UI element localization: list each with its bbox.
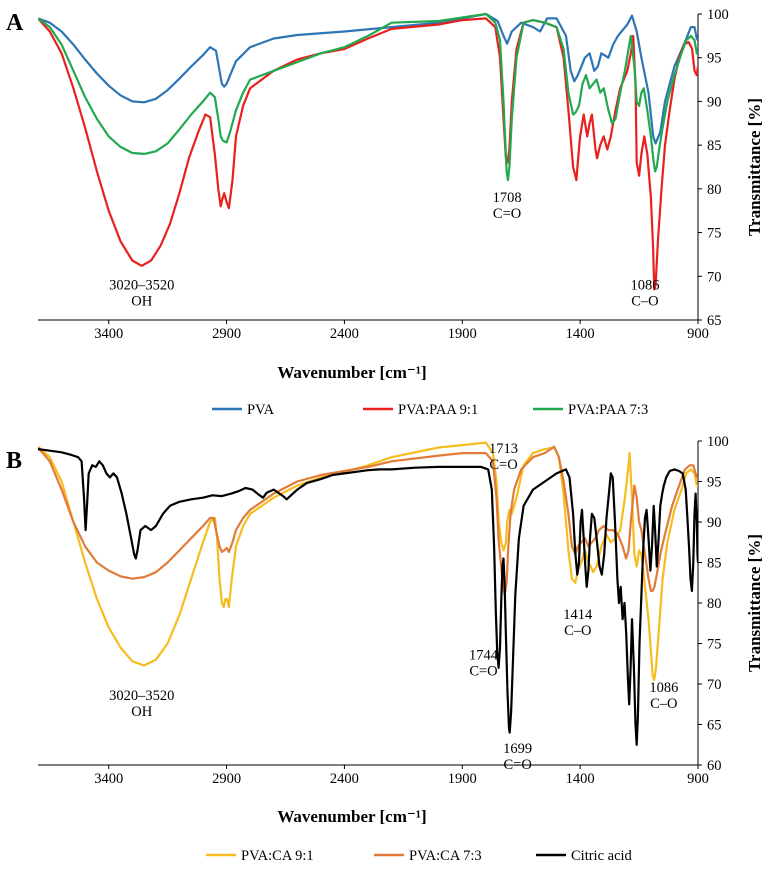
x-tick-label: 2400 bbox=[330, 326, 359, 342]
y-tick-label: 70 bbox=[707, 677, 722, 693]
y-tick-label: 80 bbox=[707, 596, 722, 612]
annotation-wavenumber: 1708 bbox=[493, 190, 522, 206]
panel-letter: A bbox=[6, 10, 24, 36]
series-line-pva bbox=[38, 12, 698, 145]
y-tick-label: 85 bbox=[707, 556, 722, 572]
legend-label: PVA:PAA 9:1 bbox=[398, 402, 478, 418]
annotations: 3020–3520OH1713C=O1414C–O1744C=O1699C=O1… bbox=[109, 441, 678, 773]
y-tick-label: 90 bbox=[707, 515, 722, 531]
annotation-bond: C=O bbox=[469, 664, 497, 680]
x-tick-label: 1400 bbox=[566, 326, 595, 342]
annotation-bond: C=O bbox=[489, 457, 517, 473]
annotation-wavenumber: 3020–3520 bbox=[109, 688, 174, 704]
y-tick-label: 90 bbox=[707, 94, 722, 110]
annotation-wavenumber: 1414 bbox=[563, 607, 593, 623]
y-tick-label: 80 bbox=[707, 182, 722, 198]
y-tick-label: 65 bbox=[707, 313, 722, 329]
legend-label: PVA:PAA 7:3 bbox=[568, 402, 648, 418]
annotation-wavenumber: 3020–3520 bbox=[109, 277, 174, 293]
x-tick-label: 900 bbox=[687, 326, 709, 342]
panel-letter: B bbox=[6, 448, 22, 474]
x-tick-label: 1900 bbox=[448, 326, 477, 342]
y-tick-label: 75 bbox=[707, 637, 722, 653]
x-tick-label: 2900 bbox=[212, 326, 241, 342]
series-line-pva-ca-7-3 bbox=[38, 445, 698, 596]
y-tick-label: 60 bbox=[707, 758, 722, 774]
annotation-wavenumber: 1086 bbox=[649, 680, 678, 696]
y-tick-label: 95 bbox=[707, 51, 722, 67]
y-tick-label: 85 bbox=[707, 138, 722, 154]
annotation-wavenumber: 1744 bbox=[469, 648, 499, 664]
x-axis-title: Wavenumber [cm⁻¹] bbox=[277, 807, 426, 826]
y-tick-label: 65 bbox=[707, 718, 722, 734]
legend-label: PVA:CA 9:1 bbox=[241, 848, 314, 864]
x-tick-label: 2900 bbox=[212, 771, 241, 787]
legend-label: PVA bbox=[247, 402, 275, 418]
annotation-wavenumber: 1699 bbox=[503, 741, 532, 757]
legend: PVA PVA:PAA 9:1 PVA:PAA 7:3 bbox=[212, 402, 648, 418]
series-lines bbox=[38, 12, 698, 291]
y-axis-title: Transmittance [%] bbox=[745, 98, 764, 236]
x-tick-label: 1900 bbox=[448, 771, 477, 787]
series-line-pva-paa-7-3 bbox=[38, 12, 698, 182]
y-tick-label: 70 bbox=[707, 269, 722, 285]
legend-label: PVA:CA 7:3 bbox=[409, 848, 482, 864]
annotation-bond: C–O bbox=[564, 623, 591, 639]
y-tick-label: 95 bbox=[707, 475, 722, 491]
y-axis-title: Transmittance [%] bbox=[745, 534, 764, 672]
y-tick-label: 75 bbox=[707, 226, 722, 242]
series-line-citric-acid bbox=[38, 448, 698, 746]
x-tick-label: 2400 bbox=[330, 771, 359, 787]
legend: PVA:CA 9:1 PVA:CA 7:3 Citric acid bbox=[206, 848, 633, 864]
y-tick-label: 100 bbox=[707, 434, 729, 450]
x-tick-label: 900 bbox=[687, 771, 709, 787]
annotation-bond: OH bbox=[131, 293, 152, 309]
x-tick-label: 3400 bbox=[94, 326, 123, 342]
x-axis-title: Wavenumber [cm⁻¹] bbox=[277, 363, 426, 382]
annotation-bond: C–O bbox=[650, 696, 677, 712]
annotation-wavenumber: 1086 bbox=[630, 277, 659, 293]
annotation-bond: C=O bbox=[504, 757, 532, 773]
y-tick-label: 100 bbox=[707, 7, 729, 23]
x-tick-label: 3400 bbox=[94, 771, 123, 787]
annotation-bond: C=O bbox=[493, 206, 521, 222]
x-tick-label: 1400 bbox=[566, 771, 595, 787]
legend-label: Citric acid bbox=[571, 848, 633, 864]
annotation-bond: C–O bbox=[631, 293, 658, 309]
series-line-pva-ca-9-1 bbox=[38, 441, 698, 682]
series-lines bbox=[38, 441, 698, 746]
annotation-wavenumber: 1713 bbox=[489, 441, 518, 457]
annotation-bond: OH bbox=[131, 704, 152, 720]
